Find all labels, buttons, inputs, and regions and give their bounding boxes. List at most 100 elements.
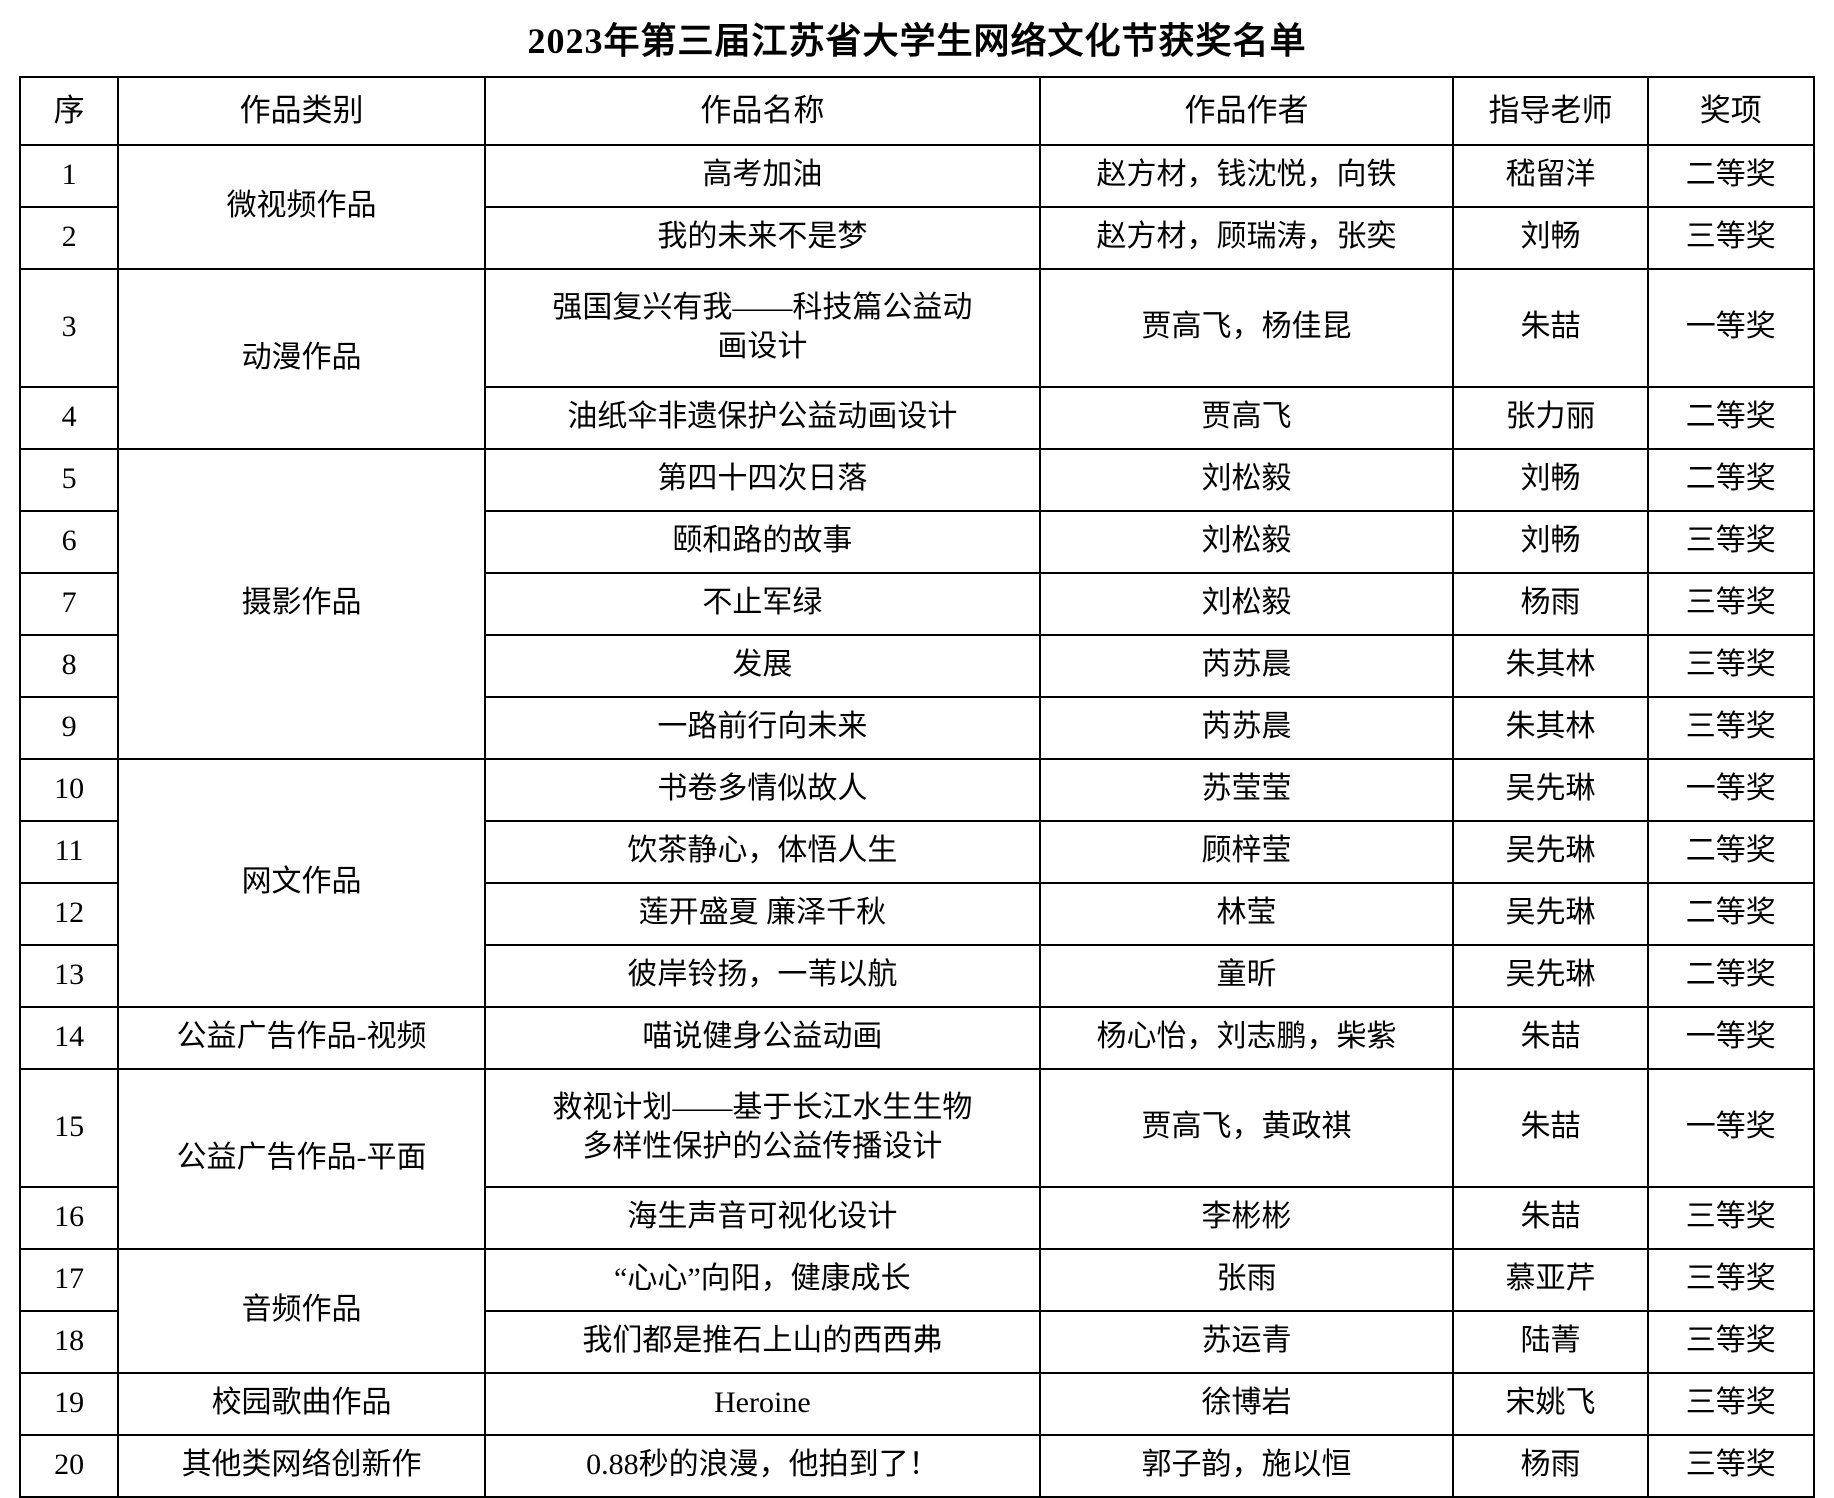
table-row: 5 摄影作品 第四十四次日落 刘松毅 刘畅 二等奖	[18, 447, 1816, 760]
table-row: 19 校园歌曲作品 Heroine 徐博岩 宋姚飞 三等奖	[18, 1371, 1816, 1436]
cell-teacher: 朱其林	[1452, 695, 1649, 760]
cell-author: 顾梓莹	[1038, 819, 1455, 884]
work-name-line: 第四十四次日落	[657, 462, 868, 496]
cell-category: 摄影作品	[117, 447, 487, 760]
cell-work-name: 颐和路的故事	[484, 509, 1041, 574]
cell-teacher: 吴先琳	[1452, 943, 1649, 1008]
cell-sequence: 13	[18, 943, 120, 1008]
cell-teacher: 朱其林	[1452, 633, 1649, 698]
work-name-line: 颐和路的故事	[672, 524, 853, 558]
cell-author: 郭子韵，施以恒	[1038, 1433, 1455, 1498]
work-name-line: 饮茶静心，体悟人生	[627, 834, 898, 868]
work-name-line: 救视计划——基于长江水生生物	[552, 1091, 973, 1124]
cell-sequence: 4	[18, 385, 120, 450]
work-name-line: 我的未来不是梦	[657, 220, 868, 254]
cell-author: 赵方材，顾瑞涛，张奕	[1038, 205, 1455, 270]
cell-award: 三等奖	[1646, 1309, 1816, 1374]
table-row: 7 不止军绿 刘松毅 杨雨 三等奖	[18, 571, 1816, 636]
cell-work-name: 书卷多情似故人	[484, 757, 1041, 822]
cell-teacher: 张力丽	[1452, 385, 1649, 450]
work-name-line: 油纸伞非遗保护公益动画设计	[567, 400, 958, 434]
cell-work-name: 我们都是推石上山的西西弗	[484, 1309, 1041, 1374]
cell-author: 贾高飞	[1038, 385, 1455, 450]
table-row: 18 我们都是推石上山的西西弗 苏运青 陆菁 三等奖	[18, 1309, 1816, 1374]
table-row: 1 微视频作品 高考加油 赵方材，钱沈悦，向铁 嵇留洋 二等奖	[18, 143, 1816, 270]
cell-author: 贾高飞，黄政祺	[1038, 1067, 1455, 1188]
work-name-line: 强国复兴有我——科技篇公益动	[552, 291, 973, 324]
table-row: 12 莲开盛夏 廉泽千秋 林莹 吴先琳 二等奖	[18, 881, 1816, 946]
cell-work-name: 莲开盛夏 廉泽千秋	[484, 881, 1041, 946]
cell-award: 三等奖	[1646, 1433, 1816, 1498]
work-name-line: 一路前行向未来	[657, 710, 868, 744]
work-name-line: Heroine	[714, 1386, 811, 1420]
cell-teacher: 吴先琳	[1452, 881, 1649, 946]
work-name-line: 0.88秒的浪漫，他拍到了！	[586, 1448, 939, 1482]
cell-award: 三等奖	[1646, 571, 1816, 636]
cell-award: 三等奖	[1646, 1185, 1816, 1250]
cell-work-name: Heroine	[484, 1371, 1041, 1436]
cell-teacher: 刘畅	[1452, 509, 1649, 574]
cell-work-name: 油纸伞非遗保护公益动画设计	[484, 385, 1041, 450]
cell-work-name: 不止军绿	[484, 571, 1041, 636]
cell-sequence: 14	[18, 1005, 120, 1070]
cell-teacher: 宋姚飞	[1452, 1371, 1649, 1436]
cell-teacher: 嵇留洋	[1452, 143, 1649, 208]
column-header-category: 作品类别	[117, 75, 487, 146]
cell-sequence: 18	[18, 1309, 120, 1374]
table-row: 11 饮茶静心，体悟人生 顾梓莹 吴先琳 二等奖	[18, 819, 1816, 884]
page-title: 2023年第三届江苏省大学生网络文化节获奖名单	[527, 21, 1307, 61]
table-row: 17 音频作品 “心心”向阳，健康成长 张雨 慕亚芹 三等奖	[18, 1247, 1816, 1374]
cell-category: 公益广告作品-视频	[117, 1005, 487, 1070]
cell-work-name: 发展	[484, 633, 1041, 698]
table-row: 9 一路前行向未来 芮苏晨 朱其林 三等奖	[18, 695, 1816, 760]
cell-award: 三等奖	[1646, 1247, 1816, 1312]
column-header-work: 作品名称	[484, 75, 1041, 146]
cell-teacher: 朱喆	[1452, 267, 1649, 388]
cell-sequence: 19	[18, 1371, 120, 1436]
cell-award: 二等奖	[1646, 143, 1816, 208]
cell-work-name: 第四十四次日落	[484, 447, 1041, 512]
cell-sequence: 17	[18, 1247, 120, 1312]
cell-award: 二等奖	[1646, 943, 1816, 1008]
cell-author: 赵方材，钱沈悦，向铁	[1038, 143, 1455, 208]
cell-work-name: 海生声音可视化设计	[484, 1185, 1041, 1250]
cell-award: 三等奖	[1646, 205, 1816, 270]
cell-category: 其他类网络创新作	[117, 1433, 487, 1498]
cell-author: 刘松毅	[1038, 509, 1455, 574]
cell-work-name: 0.88秒的浪漫，他拍到了！	[484, 1433, 1041, 1498]
table-row: 16 海生声音可视化设计 李彬彬 朱喆 三等奖	[18, 1185, 1816, 1250]
work-name-line: 画设计	[717, 329, 808, 363]
cell-sequence: 10	[18, 757, 120, 822]
column-header-award: 奖项	[1646, 75, 1816, 146]
cell-work-name: 我的未来不是梦	[484, 205, 1041, 270]
cell-author: 贾高飞，杨佳昆	[1038, 267, 1455, 388]
cell-award: 二等奖	[1646, 447, 1816, 512]
column-header-teacher: 指导老师	[1452, 75, 1649, 146]
cell-award: 三等奖	[1646, 509, 1816, 574]
work-name-line: 我们都是推石上山的西西弗	[582, 1324, 943, 1358]
work-name-line: “心心”向阳，健康成长	[614, 1262, 911, 1296]
cell-sequence: 2	[18, 205, 120, 270]
cell-sequence: 12	[18, 881, 120, 946]
cell-teacher: 刘畅	[1452, 205, 1649, 270]
category-label: 微视频作品	[226, 189, 377, 223]
cell-category: 校园歌曲作品	[117, 1371, 487, 1436]
cell-award: 一等奖	[1646, 757, 1816, 822]
table-row: 10 网文作品 书卷多情似故人 苏莹莹 吴先琳 一等奖	[18, 757, 1816, 1008]
cell-award: 一等奖	[1646, 267, 1816, 388]
work-name-line: 多样性保护的公益传播设计	[582, 1129, 943, 1163]
table-row: 14 公益广告作品-视频 喵说健身公益动画 杨心怡，刘志鹏，柴紫 朱喆 一等奖	[18, 1005, 1816, 1070]
table-row: 6 颐和路的故事 刘松毅 刘畅 三等奖	[18, 509, 1816, 574]
cell-work-name: 一路前行向未来	[484, 695, 1041, 760]
cell-author: 张雨	[1038, 1247, 1455, 1312]
category-label: 音频作品	[241, 1293, 362, 1327]
cell-teacher: 吴先琳	[1452, 819, 1649, 884]
category-label: 摄影作品	[241, 586, 362, 620]
cell-work-name: 高考加油	[484, 143, 1041, 208]
cell-award: 三等奖	[1646, 1371, 1816, 1436]
work-name-line: 不止军绿	[702, 586, 823, 620]
cell-sequence: 6	[18, 509, 120, 574]
cell-sequence: 7	[18, 571, 120, 636]
category-label: 网文作品	[241, 865, 362, 899]
table-row: 13 彼岸铃扬，一苇以航 童昕 吴先琳 二等奖	[18, 943, 1816, 1008]
